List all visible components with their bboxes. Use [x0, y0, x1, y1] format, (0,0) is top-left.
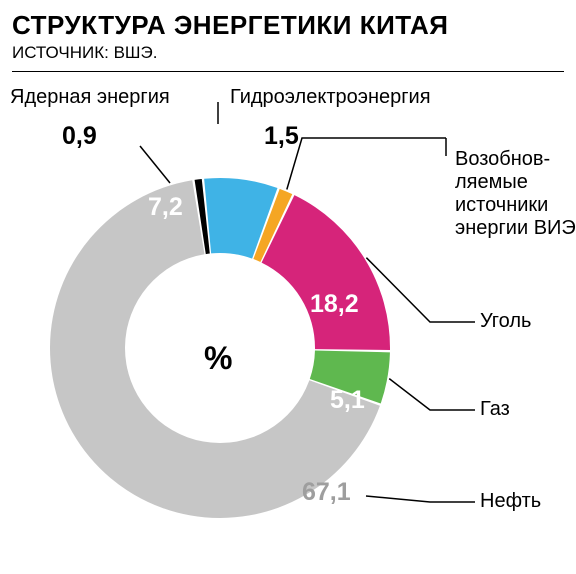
value-nuclear: 0,9: [62, 122, 97, 151]
label-hydro: Гидроэлектроэнергия: [230, 86, 431, 109]
label-oil: Нефть: [480, 490, 541, 513]
chart-title: СТРУКТУРА ЭНЕРГЕТИКИ КИТАЯ: [0, 0, 576, 41]
value-gas: 5,1: [330, 386, 365, 415]
leader-line: [140, 146, 170, 183]
leader-line: [389, 379, 475, 410]
donut-chart: Ядерная энергия Гидроэлектроэнергия Возо…: [0, 78, 576, 568]
value-renewable: 1,5: [264, 122, 299, 151]
leader-line: [366, 496, 475, 502]
divider: [12, 71, 564, 72]
label-renewable: Возобнов-ляемыеисточникиэнергии ВИЭ: [455, 148, 576, 240]
center-percent-symbol: %: [204, 340, 232, 377]
chart-source: ИСТОЧНИК: ВШЭ.: [0, 41, 576, 71]
label-nuclear: Ядерная энергия: [10, 86, 170, 109]
leader-line: [287, 138, 446, 190]
value-hydro: 7,2: [148, 193, 183, 222]
value-oil: 67,1: [302, 478, 351, 507]
label-gas: Газ: [480, 398, 510, 421]
value-coal: 18,2: [310, 290, 359, 319]
label-coal: Уголь: [480, 310, 531, 333]
